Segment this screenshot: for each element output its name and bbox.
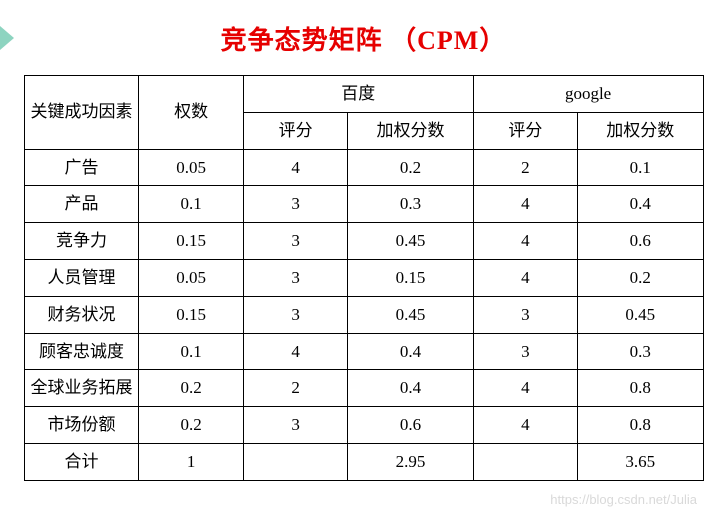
cell-s2: 2 xyxy=(473,149,577,186)
cell-s2: 4 xyxy=(473,407,577,444)
cell-w2: 0.4 xyxy=(578,186,703,223)
header-weight: 权数 xyxy=(139,76,243,150)
watermark-text: https://blog.csdn.net/Julia xyxy=(550,492,697,507)
cell-s1: 3 xyxy=(243,223,347,260)
cell-total-s1 xyxy=(243,443,347,480)
table-body: 广告 0.05 4 0.2 2 0.1 产品 0.1 3 0.3 4 0.4 竞… xyxy=(24,149,703,480)
cpm-table: 关键成功因素 权数 百度 google 评分 加权分数 评分 加权分数 广告 0… xyxy=(24,75,704,481)
header-score-2: 评分 xyxy=(473,112,577,149)
cell-w2: 0.45 xyxy=(578,296,703,333)
cell-weight: 0.1 xyxy=(139,333,243,370)
cell-s2: 3 xyxy=(473,333,577,370)
cell-total-label: 合计 xyxy=(24,443,139,480)
cell-total-w1: 2.95 xyxy=(348,443,473,480)
table-row: 财务状况 0.15 3 0.45 3 0.45 xyxy=(24,296,703,333)
cell-w2: 0.8 xyxy=(578,370,703,407)
cell-w2: 0.1 xyxy=(578,149,703,186)
cell-factor: 产品 xyxy=(24,186,139,223)
header-score-1: 评分 xyxy=(243,112,347,149)
cell-factor: 竞争力 xyxy=(24,223,139,260)
cell-w2: 0.8 xyxy=(578,407,703,444)
bookmark-decoration xyxy=(0,26,14,50)
cell-s1: 4 xyxy=(243,333,347,370)
table-row: 顾客忠诚度 0.1 4 0.4 3 0.3 xyxy=(24,333,703,370)
header-weighted-1: 加权分数 xyxy=(348,112,473,149)
cell-factor: 广告 xyxy=(24,149,139,186)
cell-s1: 4 xyxy=(243,149,347,186)
cell-weight: 0.2 xyxy=(139,407,243,444)
cell-weight: 0.1 xyxy=(139,186,243,223)
cell-factor: 人员管理 xyxy=(24,259,139,296)
table-row: 全球业务拓展 0.2 2 0.4 4 0.8 xyxy=(24,370,703,407)
cell-s1: 2 xyxy=(243,370,347,407)
cell-weight: 0.15 xyxy=(139,223,243,260)
cell-factor: 顾客忠诚度 xyxy=(24,333,139,370)
table-row: 人员管理 0.05 3 0.15 4 0.2 xyxy=(24,259,703,296)
cell-w1: 0.15 xyxy=(348,259,473,296)
cell-w1: 0.4 xyxy=(348,370,473,407)
cell-factor: 财务状况 xyxy=(24,296,139,333)
page-title: 竞争态势矩阵 （CPM） xyxy=(20,20,707,57)
cell-factor: 全球业务拓展 xyxy=(24,370,139,407)
cell-weight: 0.05 xyxy=(139,259,243,296)
header-company1: 百度 xyxy=(243,76,473,113)
cell-w1: 0.4 xyxy=(348,333,473,370)
cell-w1: 0.3 xyxy=(348,186,473,223)
cell-w1: 0.2 xyxy=(348,149,473,186)
cell-w2: 0.6 xyxy=(578,223,703,260)
cell-s2: 3 xyxy=(473,296,577,333)
cell-w2: 0.3 xyxy=(578,333,703,370)
cell-w1: 0.45 xyxy=(348,223,473,260)
cell-w2: 0.2 xyxy=(578,259,703,296)
cell-weight: 0.05 xyxy=(139,149,243,186)
cell-s1: 3 xyxy=(243,407,347,444)
header-company2: google xyxy=(473,76,703,113)
cell-w1: 0.45 xyxy=(348,296,473,333)
cell-s2: 4 xyxy=(473,223,577,260)
table-row: 产品 0.1 3 0.3 4 0.4 xyxy=(24,186,703,223)
header-row-1: 关键成功因素 权数 百度 google xyxy=(24,76,703,113)
header-factor: 关键成功因素 xyxy=(24,76,139,150)
cell-weight: 0.2 xyxy=(139,370,243,407)
cell-total-w2: 3.65 xyxy=(578,443,703,480)
cell-s2: 4 xyxy=(473,186,577,223)
total-row: 合计 1 2.95 3.65 xyxy=(24,443,703,480)
header-weighted-2: 加权分数 xyxy=(578,112,703,149)
table-row: 市场份额 0.2 3 0.6 4 0.8 xyxy=(24,407,703,444)
cell-s1: 3 xyxy=(243,259,347,296)
cell-total-s2 xyxy=(473,443,577,480)
cell-s2: 4 xyxy=(473,370,577,407)
cell-w1: 0.6 xyxy=(348,407,473,444)
table-row: 竞争力 0.15 3 0.45 4 0.6 xyxy=(24,223,703,260)
cell-s1: 3 xyxy=(243,186,347,223)
cell-s1: 3 xyxy=(243,296,347,333)
cell-weight: 0.15 xyxy=(139,296,243,333)
cell-s2: 4 xyxy=(473,259,577,296)
table-row: 广告 0.05 4 0.2 2 0.1 xyxy=(24,149,703,186)
cell-total-weight: 1 xyxy=(139,443,243,480)
cell-factor: 市场份额 xyxy=(24,407,139,444)
